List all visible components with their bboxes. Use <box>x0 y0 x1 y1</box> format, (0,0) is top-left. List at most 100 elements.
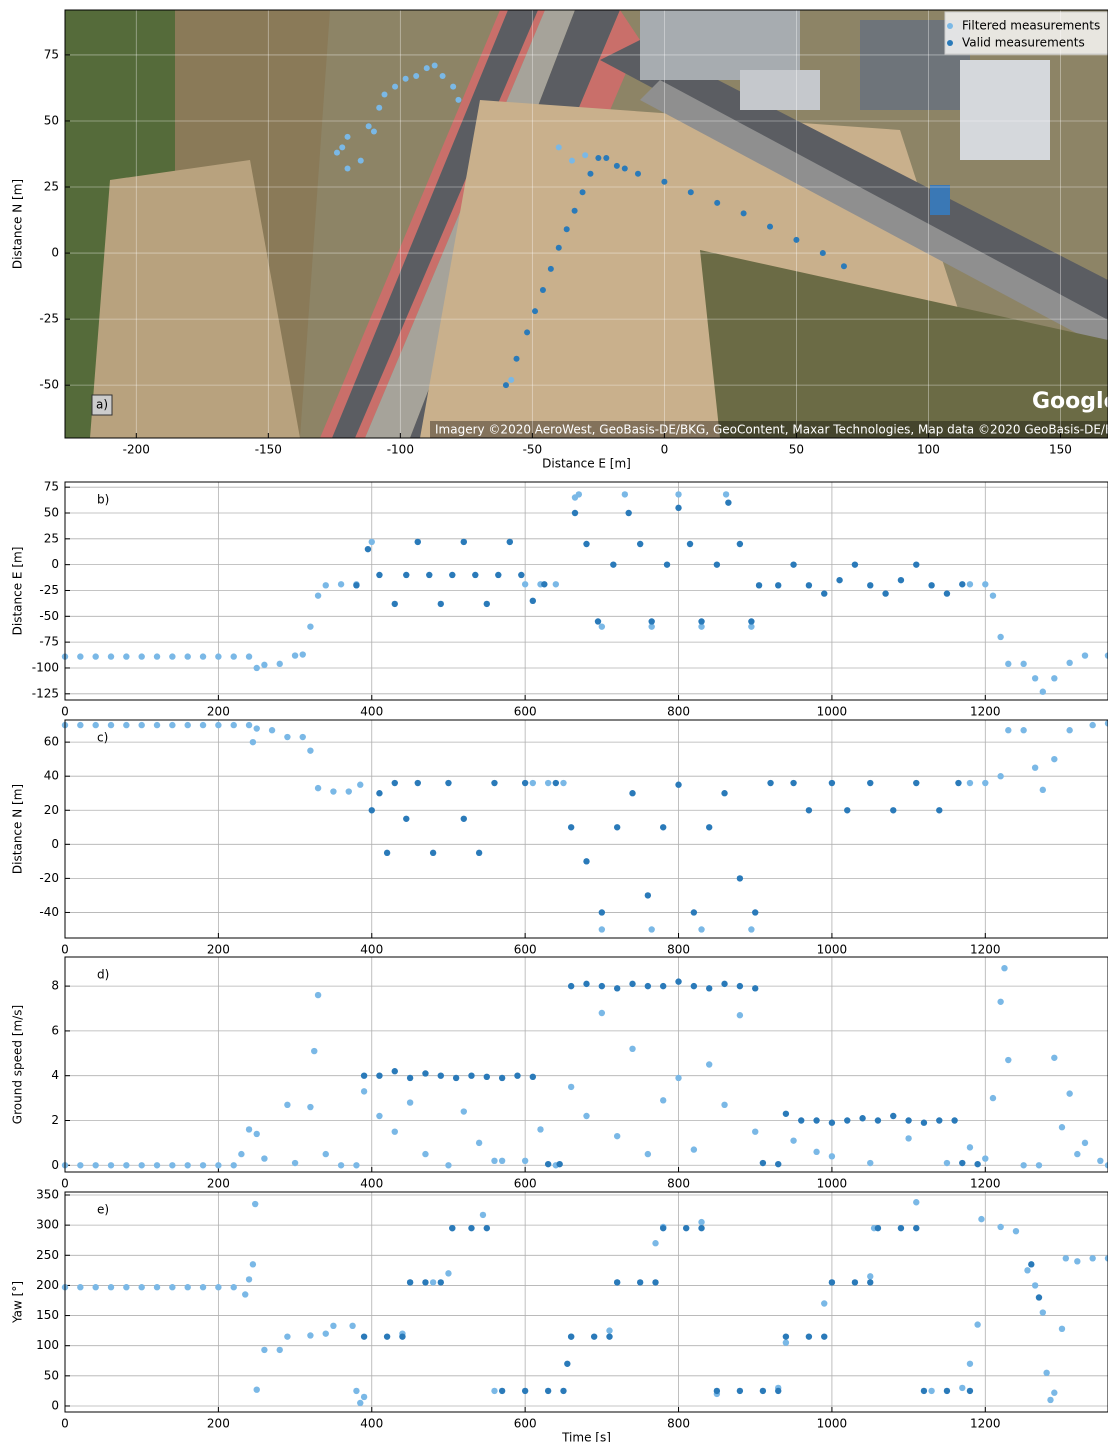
point <box>1012 1227 1020 1235</box>
point <box>422 1070 429 1077</box>
x-tick-label: 1200 <box>970 943 1001 957</box>
point <box>928 1387 935 1395</box>
point <box>805 582 813 589</box>
x-tick-label: 0 <box>61 1177 69 1191</box>
point <box>123 721 130 729</box>
point <box>498 1157 506 1165</box>
point <box>261 1155 268 1162</box>
y-tick-label: 8 <box>51 979 59 993</box>
point <box>959 1159 966 1167</box>
point <box>330 788 337 795</box>
point <box>567 982 575 990</box>
point <box>905 1117 912 1124</box>
point <box>936 1117 943 1124</box>
point <box>413 73 420 80</box>
point <box>322 582 329 589</box>
point <box>659 824 667 831</box>
point <box>1081 652 1089 659</box>
point <box>798 1117 805 1124</box>
point <box>1043 1369 1050 1377</box>
point <box>590 1333 598 1340</box>
point <box>518 571 525 579</box>
point <box>245 721 253 729</box>
point <box>675 781 682 788</box>
point <box>634 170 641 177</box>
point <box>583 1112 590 1120</box>
point <box>249 1261 257 1268</box>
x-tick-label: 800 <box>667 1417 690 1431</box>
point <box>661 178 668 185</box>
point <box>539 287 546 294</box>
point <box>479 1211 487 1219</box>
point <box>537 1126 544 1133</box>
point <box>357 781 364 788</box>
point <box>989 1094 997 1102</box>
point <box>722 491 730 498</box>
point <box>284 1101 291 1109</box>
point <box>414 779 421 787</box>
point <box>821 1333 828 1340</box>
point <box>659 1224 667 1232</box>
point <box>598 982 606 990</box>
point <box>859 1115 866 1122</box>
point <box>541 581 548 588</box>
point <box>690 909 698 916</box>
point <box>687 189 694 196</box>
point <box>1081 1139 1089 1147</box>
point <box>184 1284 191 1291</box>
point <box>621 491 629 498</box>
point <box>982 1155 989 1162</box>
x-tick-label: 1200 <box>970 705 1001 719</box>
point <box>498 1387 506 1395</box>
point <box>997 1223 1004 1231</box>
y-tick-label: -40 <box>39 905 59 919</box>
point <box>736 982 744 990</box>
point <box>414 538 421 546</box>
point <box>555 144 562 151</box>
point <box>383 1333 391 1340</box>
y-axis-label: Distance N [m] <box>11 179 25 269</box>
point <box>276 660 283 668</box>
point <box>199 1162 207 1169</box>
point <box>943 1159 951 1167</box>
plot-frame <box>64 9 1108 439</box>
y-tick-label: -25 <box>39 312 59 326</box>
point <box>782 1339 790 1346</box>
point <box>455 96 462 103</box>
point <box>532 308 539 315</box>
point <box>299 651 306 658</box>
point <box>1031 1282 1039 1289</box>
point <box>659 1097 667 1104</box>
panel-label: b) <box>97 493 109 507</box>
point <box>337 581 345 588</box>
point <box>344 133 351 140</box>
point <box>1047 1396 1054 1404</box>
point <box>353 1387 360 1395</box>
point <box>587 170 594 177</box>
point <box>495 571 502 579</box>
point <box>748 623 755 630</box>
point <box>199 721 207 729</box>
point <box>253 725 260 732</box>
point <box>475 849 483 857</box>
point <box>594 618 602 625</box>
y-axis-label: Ground speed [m/s] <box>11 1005 25 1124</box>
point <box>445 1270 452 1277</box>
point <box>169 721 176 729</box>
point <box>1031 764 1039 771</box>
point <box>498 1074 506 1082</box>
point <box>77 653 84 660</box>
point <box>579 189 586 196</box>
point <box>123 1284 130 1291</box>
point <box>966 1360 974 1367</box>
x-tick-label: 0 <box>61 1417 69 1431</box>
point <box>793 236 800 243</box>
y-tick-label: -50 <box>39 609 59 623</box>
y-tick-label: -50 <box>39 378 59 392</box>
x-tick-label: 400 <box>360 943 383 957</box>
point <box>613 1279 621 1286</box>
y-tick-label: 0 <box>51 1158 59 1172</box>
point <box>449 1224 456 1232</box>
point <box>508 376 515 383</box>
